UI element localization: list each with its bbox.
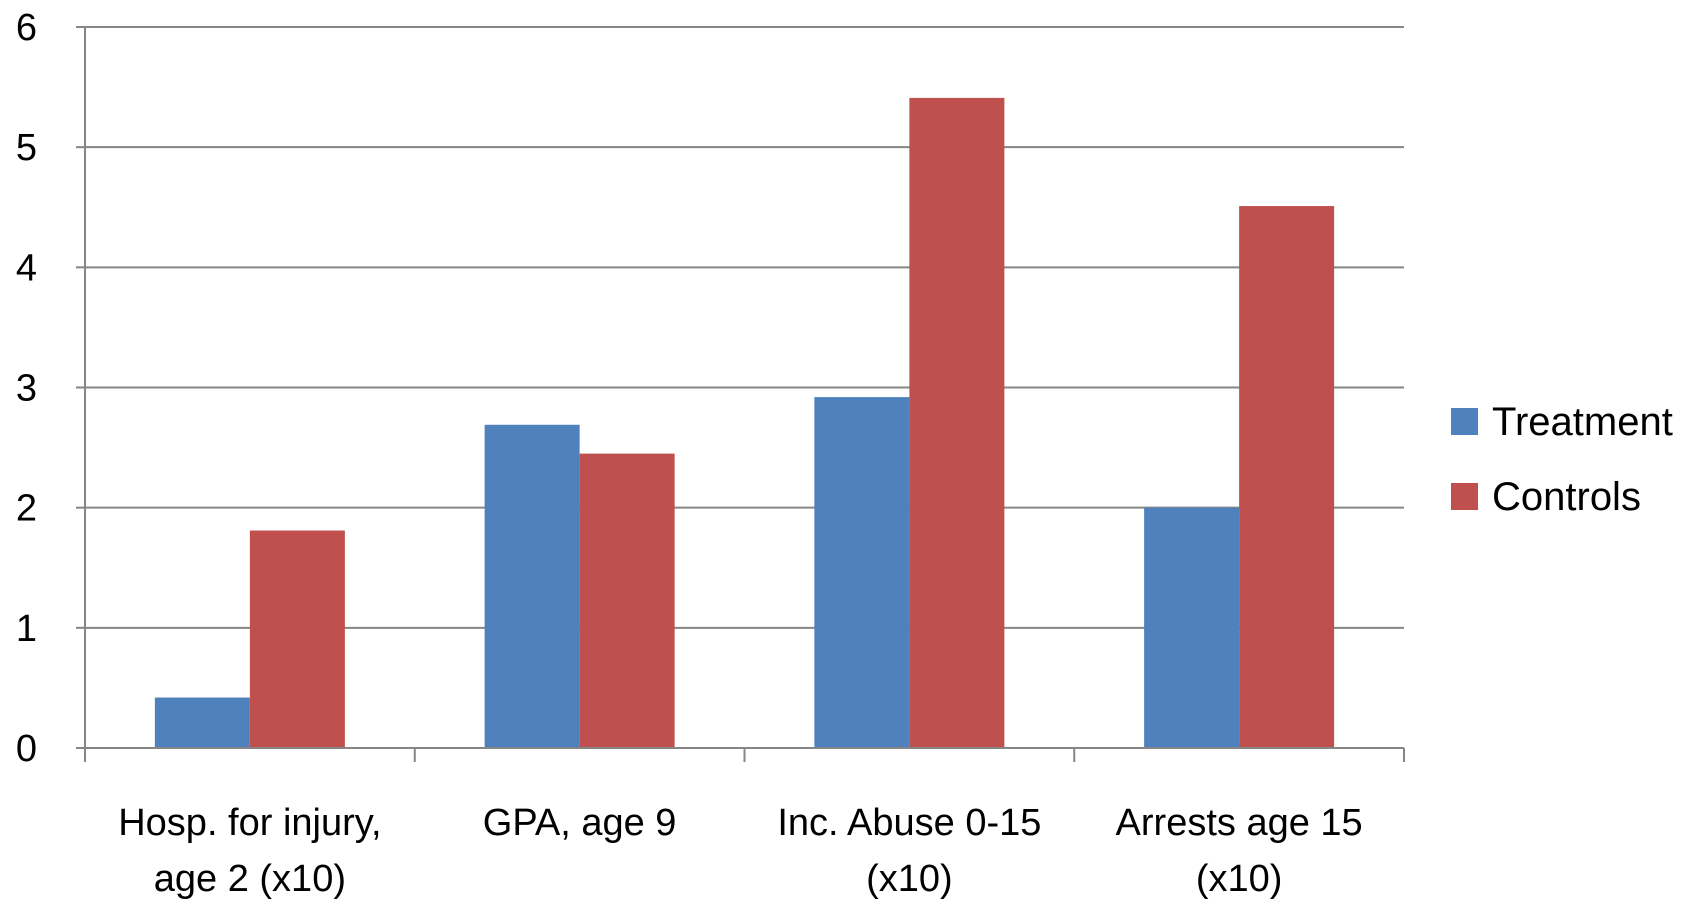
bar-treatment <box>154 697 250 748</box>
y-tick-label: 2 <box>16 488 37 530</box>
x-category-label: (x10) <box>1196 858 1283 900</box>
x-category-label: Inc. Abuse 0-15 <box>777 802 1041 844</box>
bar-controls <box>1239 206 1335 748</box>
bars <box>154 97 1335 749</box>
axes <box>76 26 1405 762</box>
x-category-label: Arrests age 15 <box>1116 802 1363 844</box>
legend-label-treatment: Treatment <box>1492 400 1673 444</box>
legend-swatch-controls <box>1451 483 1478 510</box>
y-tick-label: 5 <box>16 127 37 169</box>
legend-swatch-treatment <box>1451 408 1478 435</box>
y-tick-label: 6 <box>16 7 37 49</box>
x-axis-category-labels: Hosp. for injury, age 2 (x10) GPA, age 9 In… <box>118 802 1362 900</box>
bar-treatment <box>814 397 910 748</box>
x-category-label: GPA, age 9 <box>483 802 677 844</box>
y-tick-label: 0 <box>16 728 37 770</box>
y-tick-label: 3 <box>16 368 37 410</box>
y-tick-label: 1 <box>16 608 37 650</box>
legend-label-controls: Controls <box>1492 475 1641 519</box>
bar-treatment <box>1144 507 1240 748</box>
bar-treatment <box>484 424 580 748</box>
y-tick-label: 4 <box>16 247 37 289</box>
bar-controls <box>249 530 345 748</box>
x-category-label: (x10) <box>866 858 953 900</box>
x-category-label: Hosp. for injury, <box>118 802 381 844</box>
y-axis-tick-labels: 0 1 2 3 4 5 6 <box>16 7 37 770</box>
bar-controls <box>579 453 675 748</box>
legend: Treatment Controls <box>1451 400 1673 519</box>
bar-controls <box>909 97 1005 749</box>
x-category-label: age 2 (x10) <box>154 858 346 900</box>
